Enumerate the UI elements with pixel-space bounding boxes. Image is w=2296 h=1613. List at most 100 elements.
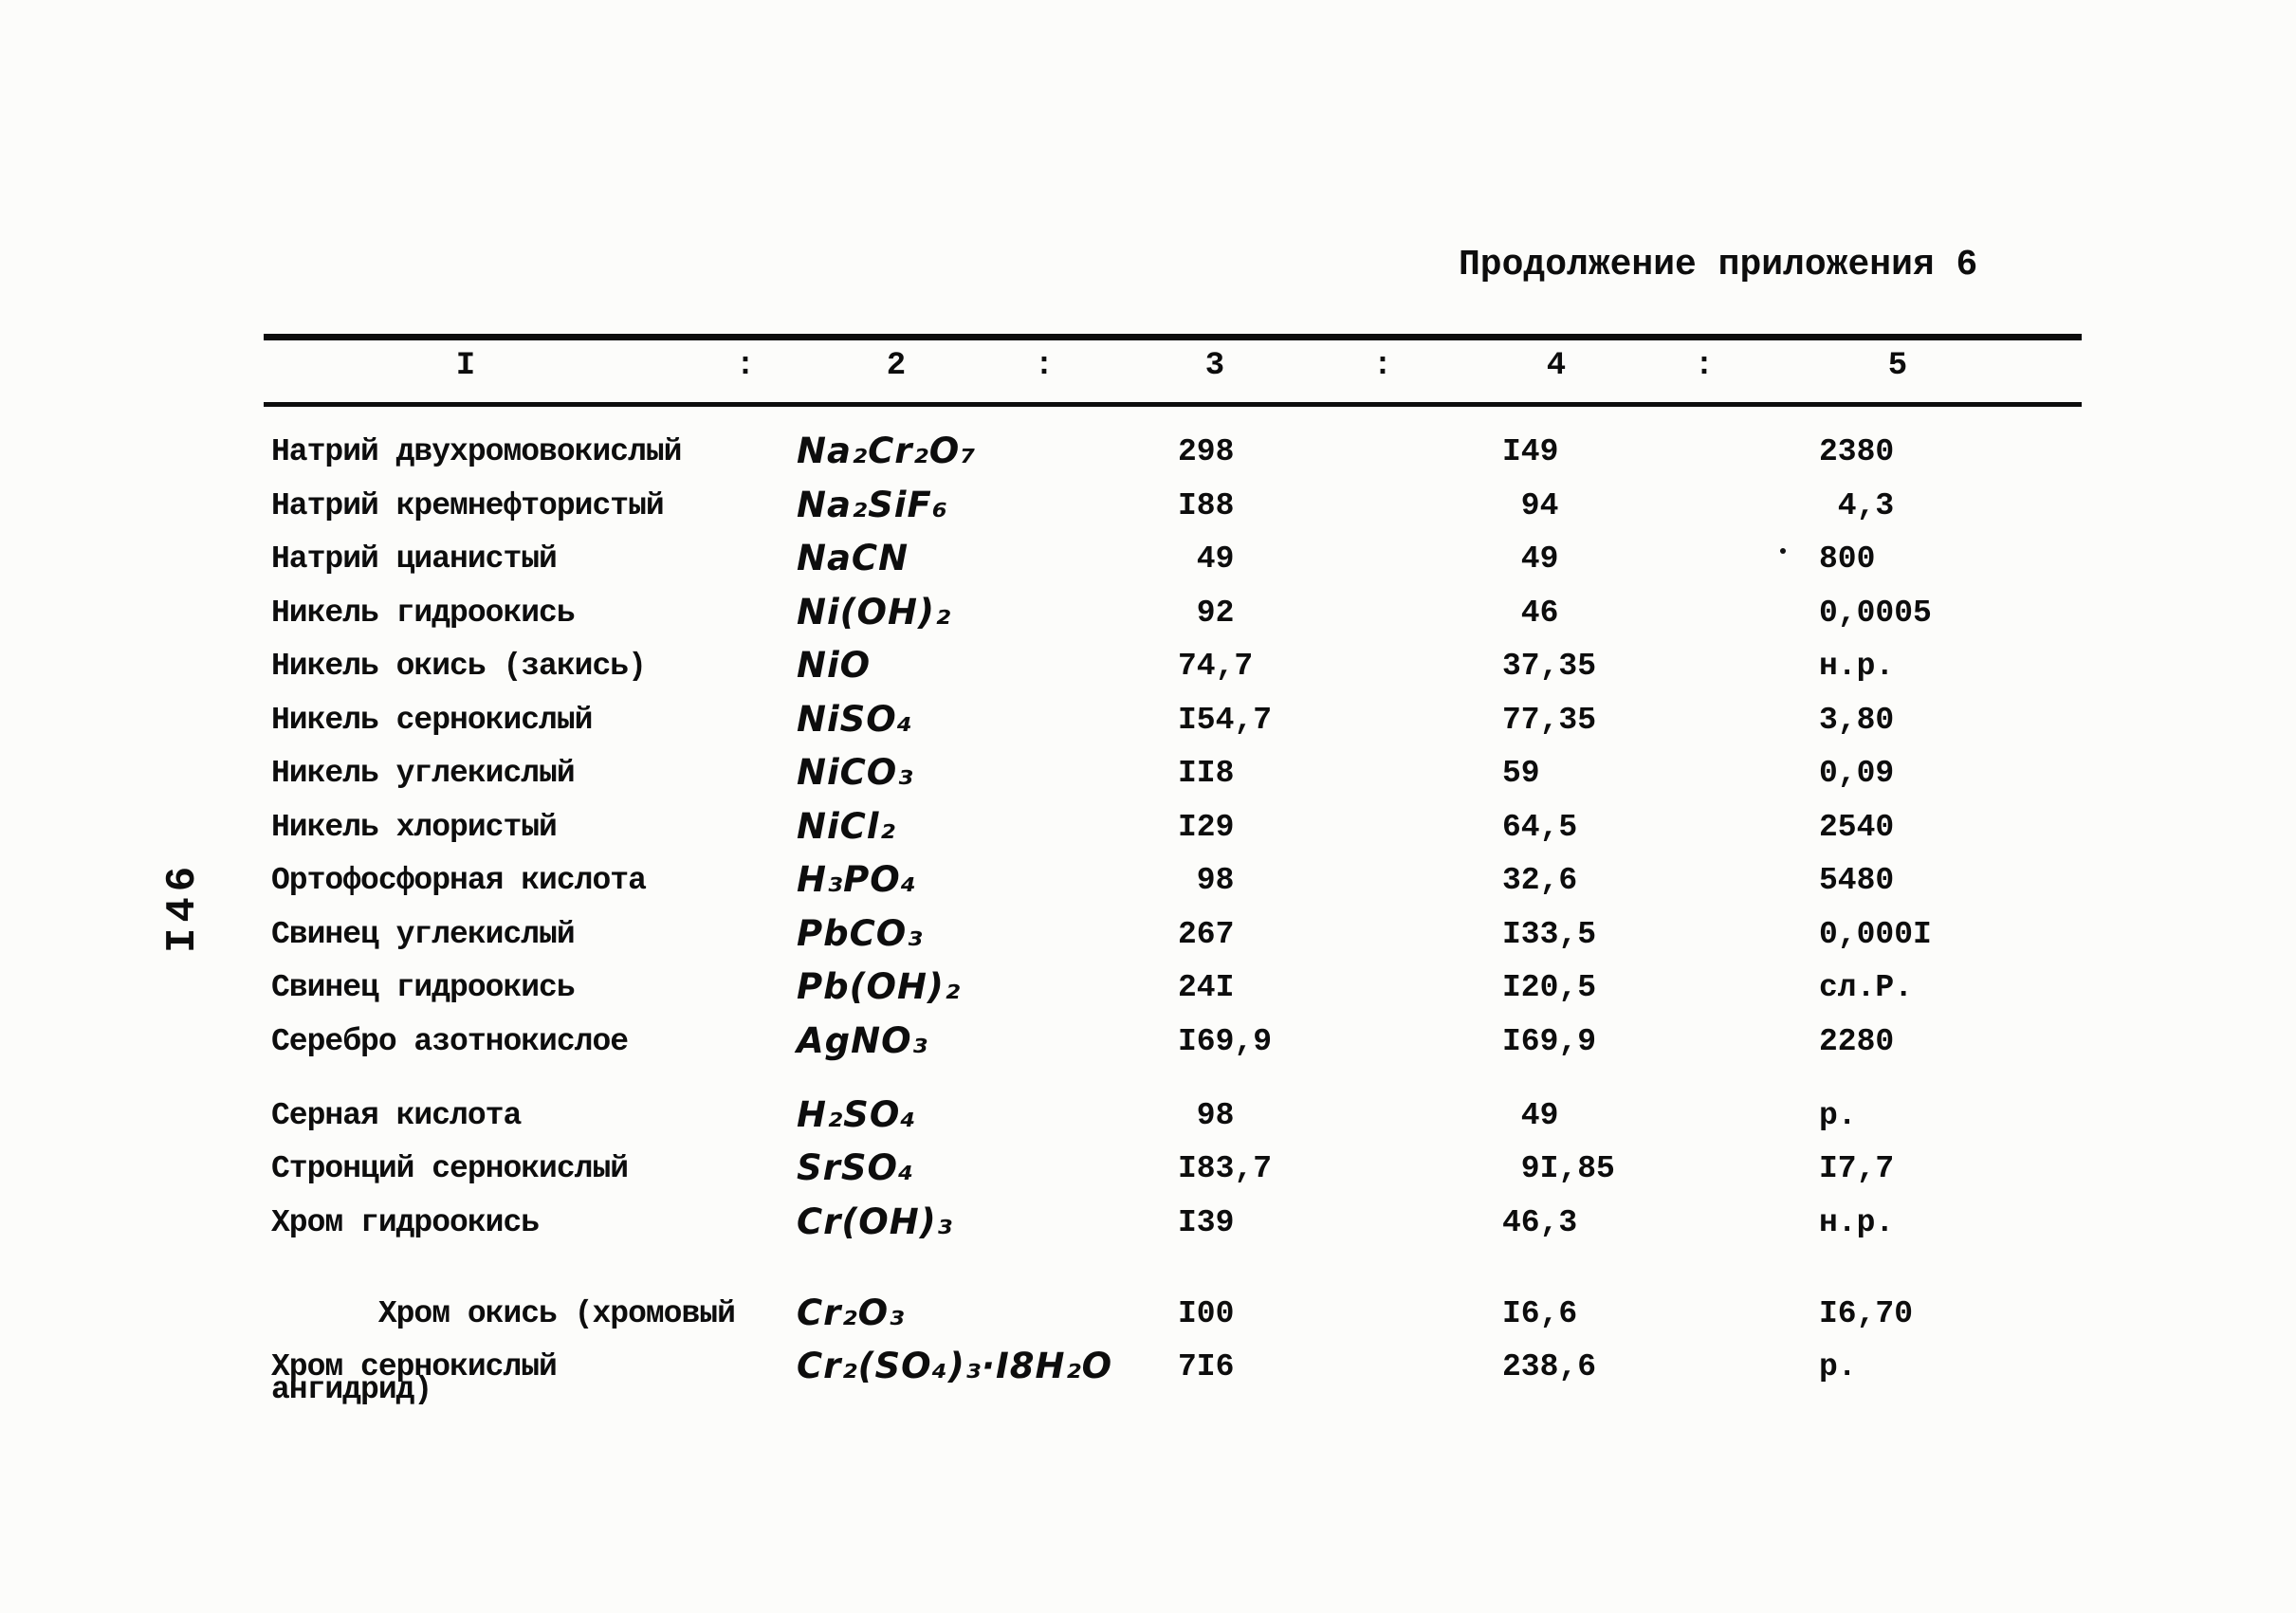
table-row: Никель окись (закись) NiO 74,7 37,35 н.р… — [266, 645, 2082, 687]
column-header-5: 5 — [1887, 348, 1908, 384]
col4-value: I69,9 — [1502, 1024, 1597, 1059]
col5-value: р. — [1819, 1349, 1857, 1384]
table-row: Свинец гидроокись Pb(OH)₂ 24I I20,5 сл.Р… — [266, 966, 2082, 1009]
column-header-3: 3 — [1204, 348, 1225, 384]
substance-name: Хром гидроокись — [271, 1205, 540, 1240]
col5-value: I7,7 — [1819, 1151, 1895, 1186]
table-row: Натрий кремнефтористый Na₂SiF₆ I88 94 4,… — [266, 485, 2082, 527]
col3-value: II8 — [1178, 756, 1235, 791]
col5-value: I6,70 — [1819, 1296, 1914, 1331]
chemical-formula: Ni(OH)₂ — [797, 592, 952, 632]
chemical-formula: H₃PO₄ — [797, 859, 917, 900]
col3-value: I29 — [1178, 810, 1235, 845]
table-row: Никель углекислый NiCO₃ II8 59 0,09 — [266, 752, 2082, 795]
chemical-formula: NiCl₂ — [797, 806, 896, 847]
col4-value: 59 — [1502, 756, 1540, 791]
col5-value: 3,80 — [1819, 703, 1895, 738]
col5-value: 2280 — [1819, 1024, 1895, 1059]
table-top-rule — [264, 334, 2082, 340]
column-separator: : — [1372, 348, 1393, 384]
chemical-formula: Na₂SiF₆ — [797, 485, 948, 525]
substance-name: Свинец гидроокись — [271, 970, 576, 1005]
col3-value: 98 — [1178, 863, 1235, 898]
col3-value: I39 — [1178, 1205, 1235, 1240]
table-row: Хром гидроокись Cr(OH)₃ I39 46,3 н.р. — [266, 1201, 2082, 1244]
substance-name: Серебро азотнокислое — [271, 1024, 629, 1059]
col5-value: сл.Р. — [1819, 970, 1914, 1005]
col4-value: I6,6 — [1502, 1296, 1578, 1331]
table-header-rule — [264, 402, 2082, 407]
col4-value: 64,5 — [1502, 810, 1578, 845]
column-header-2: 2 — [886, 348, 907, 384]
column-separator: : — [735, 348, 756, 384]
scan-speck — [1780, 548, 1786, 554]
substance-name: Никель хлористый — [271, 810, 558, 845]
col5-value: 2540 — [1819, 810, 1895, 845]
col3-value: I83,7 — [1178, 1151, 1273, 1186]
col5-value: р. — [1819, 1098, 1857, 1133]
col5-value: 0,0005 — [1819, 596, 1932, 631]
chemical-formula: Cr₂(SO₄)₃·I8H₂O — [797, 1346, 1113, 1386]
col4-value: 9I,85 — [1502, 1151, 1615, 1186]
substance-name: Натрий цианистый — [271, 541, 558, 577]
page-number-sideways: I46 — [159, 860, 207, 953]
substance-name: Серная кислота — [271, 1098, 522, 1133]
col5-value: 0,09 — [1819, 756, 1895, 791]
col4-value: 77,35 — [1502, 703, 1597, 738]
col3-value: I69,9 — [1178, 1024, 1273, 1059]
col4-value: 49 — [1502, 541, 1559, 577]
table-row: Натрий цианистый NaCN 49 49 800 — [266, 538, 2082, 580]
col4-value: I49 — [1502, 434, 1559, 469]
col5-value: 2380 — [1819, 434, 1895, 469]
chemical-formula: NiO — [797, 645, 872, 686]
table-row: Стронций сернокислый SrSO₄ I83,7 9I,85 I… — [266, 1147, 2082, 1190]
col3-value: 7I6 — [1178, 1349, 1235, 1384]
table-row: Серебро азотнокислое AgNO₃ I69,9 I69,9 2… — [266, 1020, 2082, 1063]
substance-name: Хром сернокислый — [271, 1349, 558, 1384]
col5-value: 0,000I — [1819, 917, 1932, 952]
col5-value: 4,3 — [1819, 488, 1895, 523]
substance-name: Никель углекислый — [271, 756, 576, 791]
col4-value: 32,6 — [1502, 863, 1578, 898]
substance-name: Никель окись (закись) — [271, 649, 647, 684]
table-row: Никель хлористый NiCl₂ I29 64,5 2540 — [266, 806, 2082, 849]
table-row: Ортофосфорная кислота H₃PO₄ 98 32,6 5480 — [266, 859, 2082, 902]
col3-value: 49 — [1178, 541, 1235, 577]
substance-name: Никель гидроокись — [271, 596, 576, 631]
column-separator: : — [1034, 348, 1055, 384]
substance-name: Свинец углекислый — [271, 917, 576, 952]
table-row: Натрий двухромовокислый Na₂Cr₂O₇ 298 I49… — [266, 431, 2082, 473]
chemical-formula: Cr₂O₃ — [797, 1292, 906, 1333]
col4-value: 46,3 — [1502, 1205, 1578, 1240]
col5-value: н.р. — [1819, 1205, 1895, 1240]
page-continuation-title: Продолжение приложения 6 — [1459, 245, 1978, 285]
col3-value: 92 — [1178, 596, 1235, 631]
substance-name-line1: Хром окись (хромовый — [377, 1296, 736, 1331]
table-row: Хром сернокислый Cr₂(SO₄)₃·I8H₂O 7I6 238… — [266, 1346, 2082, 1388]
col3-value: 74,7 — [1178, 649, 1254, 684]
table-row: Хром окись (хромовый ангидрид) Cr₂O₃ I00… — [266, 1257, 2082, 1485]
col5-value: 5480 — [1819, 863, 1895, 898]
table-row: Никель сернокислый NiSO₄ I54,7 77,35 3,8… — [266, 699, 2082, 742]
chemical-formula: Cr(OH)₃ — [797, 1201, 953, 1242]
chemical-formula: AgNO₃ — [797, 1020, 928, 1061]
chemical-formula: Na₂Cr₂O₇ — [797, 431, 977, 471]
col4-value: 94 — [1502, 488, 1559, 523]
column-header-1: I — [455, 348, 476, 384]
column-header-4: 4 — [1546, 348, 1567, 384]
col3-value: 298 — [1178, 434, 1235, 469]
substance-name-line2: ангидрид) — [271, 1372, 432, 1407]
col3-value: I00 — [1178, 1296, 1235, 1331]
substance-name: Стронций сернокислый — [271, 1151, 629, 1186]
substance-name: Ортофосфорная кислота — [271, 863, 647, 898]
col4-value: 37,35 — [1502, 649, 1597, 684]
chemical-formula: NiCO₃ — [797, 752, 914, 793]
substance-name: Натрий кремнефтористый — [271, 488, 665, 523]
chemical-formula: Pb(OH)₂ — [797, 966, 962, 1007]
col3-value: 98 — [1178, 1098, 1235, 1133]
chemical-formula: SrSO₄ — [797, 1147, 915, 1188]
chemical-formula: H₂SO₄ — [797, 1094, 917, 1135]
table-row: Свинец углекислый PbCO₃ 267 I33,5 0,000I — [266, 913, 2082, 956]
col3-value: I88 — [1178, 488, 1235, 523]
